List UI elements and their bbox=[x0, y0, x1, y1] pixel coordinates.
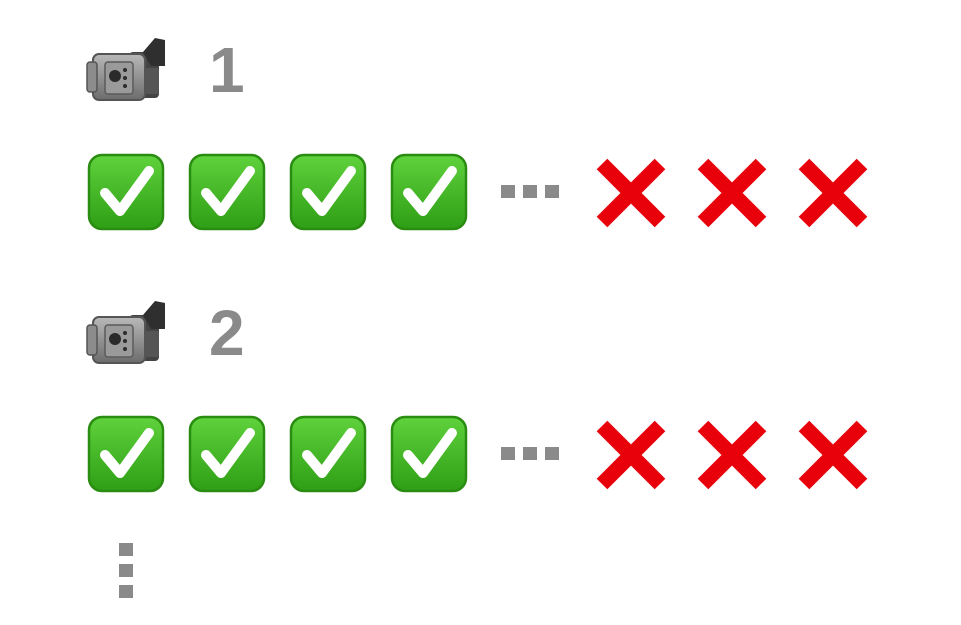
red-cross-icon bbox=[592, 416, 670, 494]
red-cross-icon bbox=[794, 154, 872, 232]
red-cross-icon bbox=[693, 416, 771, 494]
red-cross-icon bbox=[794, 416, 872, 494]
green-check-box-icon bbox=[289, 415, 367, 493]
group-1-header: 1 bbox=[85, 30, 245, 110]
green-check-box-icon bbox=[188, 415, 266, 493]
green-check-box-icon bbox=[390, 415, 468, 493]
horizontal-ellipsis-icon bbox=[501, 447, 561, 461]
group-2-status-row bbox=[87, 415, 887, 495]
group-2-label: 2 bbox=[209, 297, 245, 369]
group-1-label: 1 bbox=[209, 34, 245, 106]
video-camera-icon bbox=[85, 30, 167, 110]
group-2-header: 2 bbox=[85, 293, 245, 373]
red-cross-icon bbox=[693, 154, 771, 232]
green-check-box-icon bbox=[188, 153, 266, 231]
horizontal-ellipsis-icon bbox=[501, 185, 561, 199]
vertical-ellipsis-icon bbox=[118, 543, 134, 599]
video-camera-icon bbox=[85, 293, 167, 373]
red-cross-icon bbox=[592, 154, 670, 232]
green-check-box-icon bbox=[390, 153, 468, 231]
group-1-status-row bbox=[87, 153, 887, 233]
green-check-box-icon bbox=[87, 153, 165, 231]
green-check-box-icon bbox=[87, 415, 165, 493]
green-check-box-icon bbox=[289, 153, 367, 231]
